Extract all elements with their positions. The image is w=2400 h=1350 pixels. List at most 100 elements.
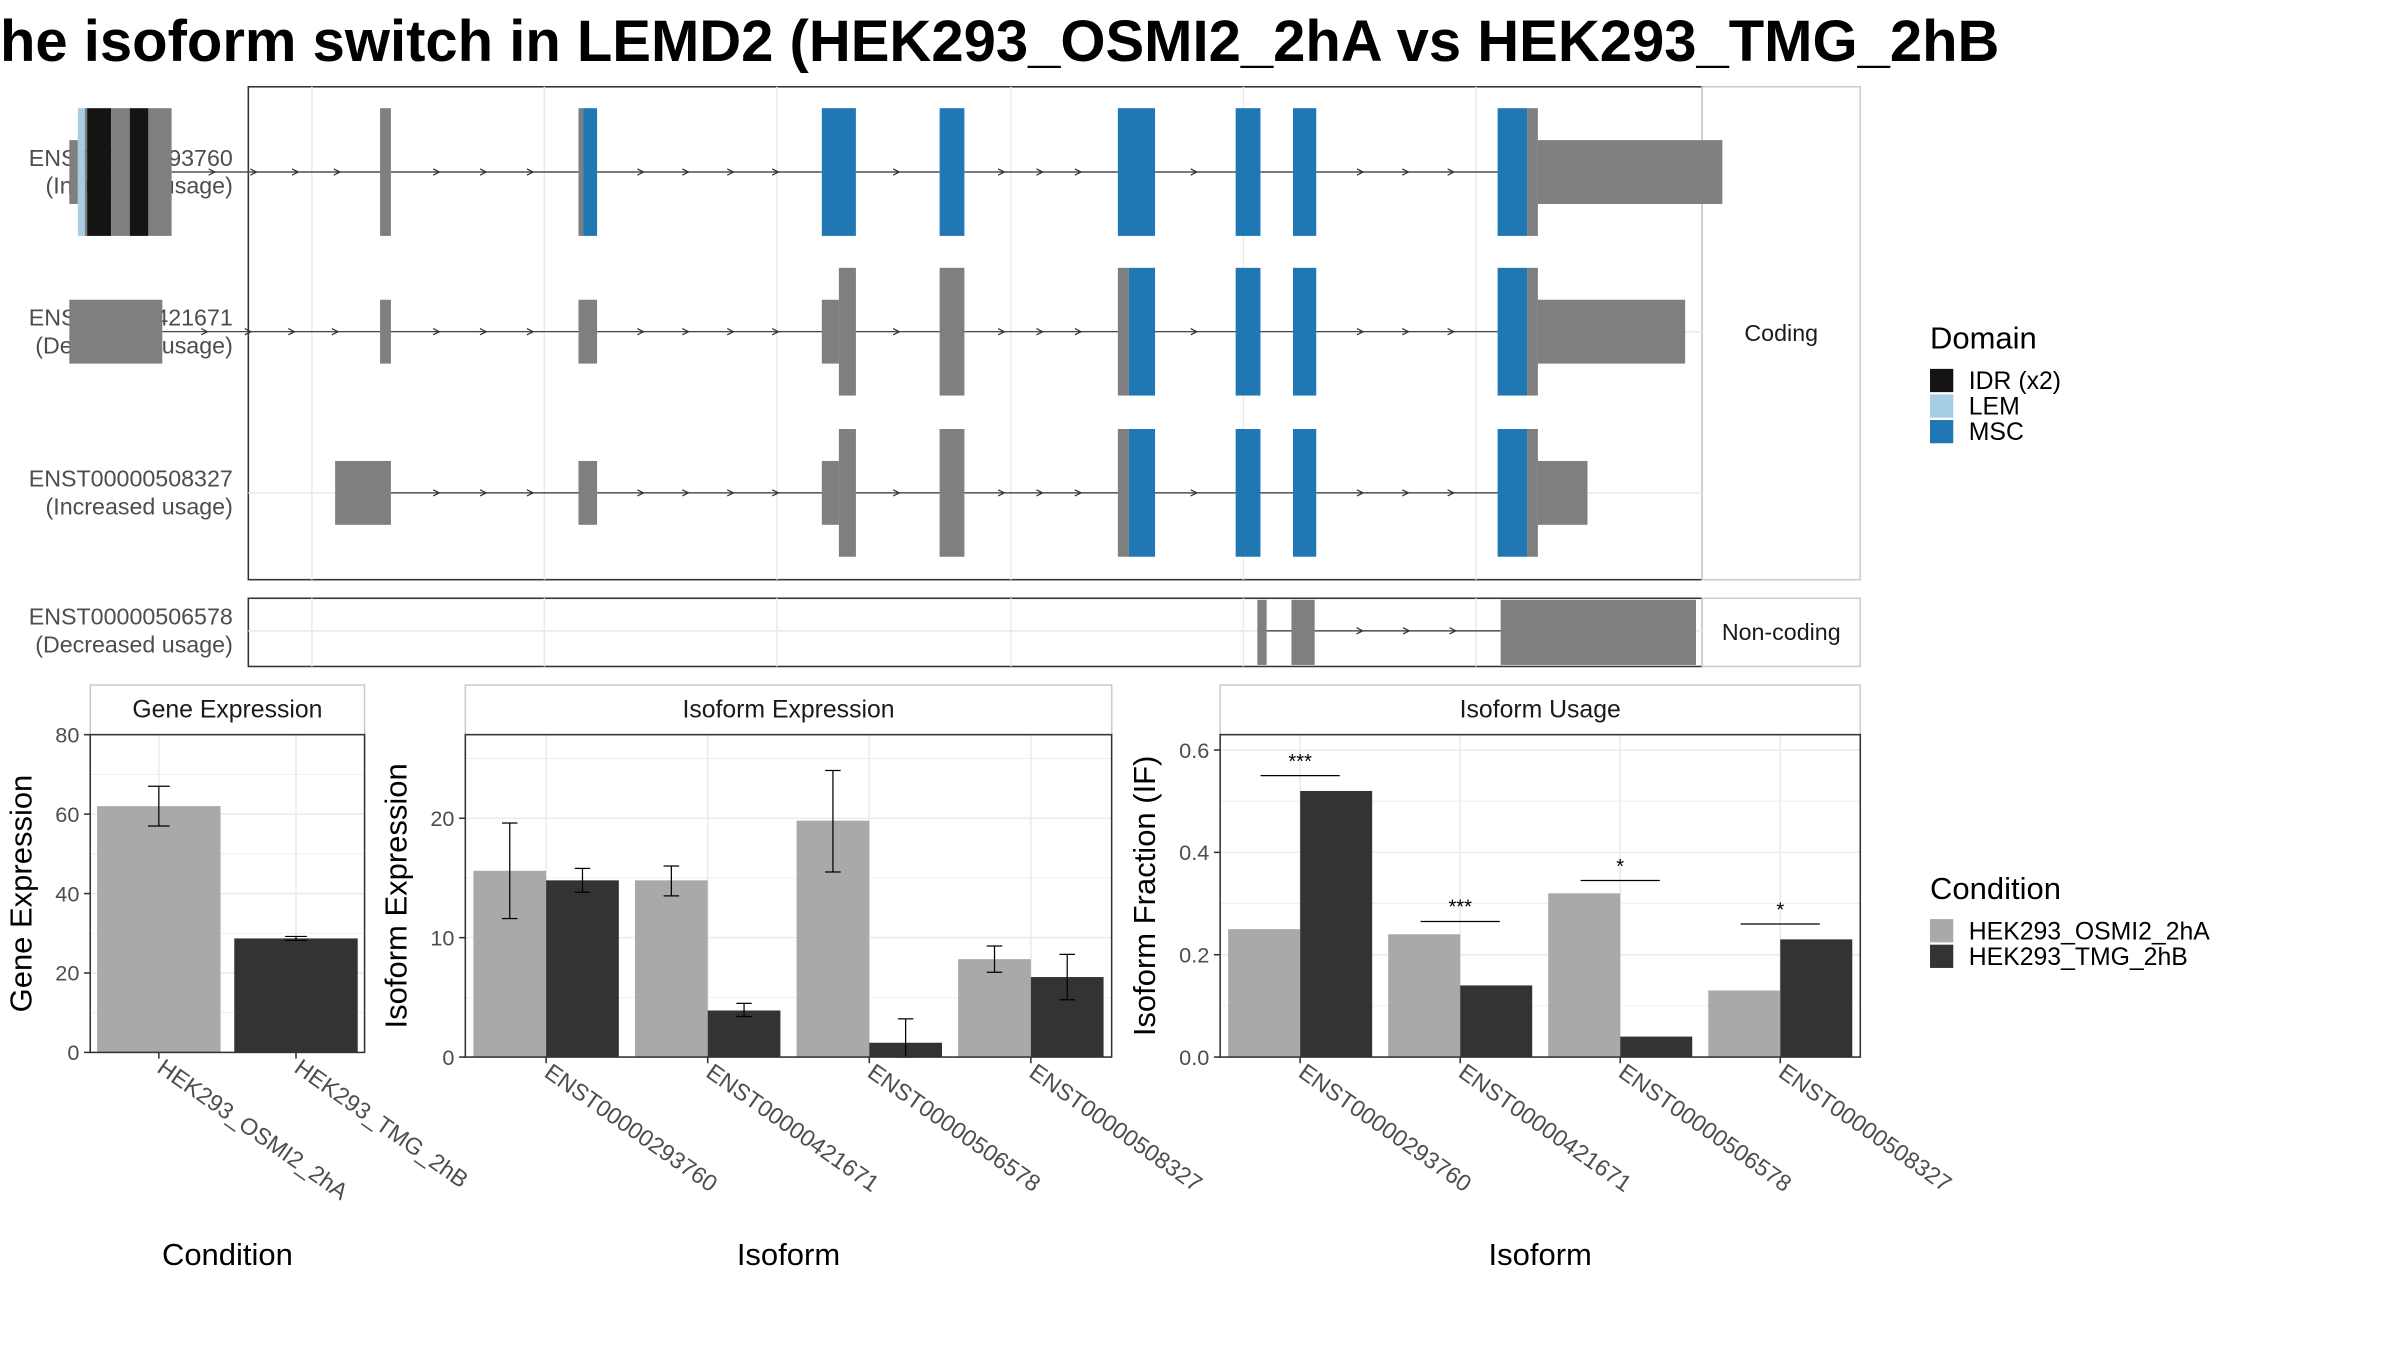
intron-arrow — [526, 489, 535, 497]
x-axis-title: Condition — [162, 1237, 293, 1272]
exon-domain-block — [1497, 267, 1528, 396]
intron-arrow — [432, 328, 441, 336]
bar — [1708, 990, 1781, 1058]
exon-domain-block — [1117, 108, 1156, 236]
intron-arrow — [208, 168, 217, 176]
exon-block — [380, 299, 391, 364]
intron-arrow — [479, 489, 488, 497]
x-tick-label: ENST00000293760 — [1294, 1058, 1476, 1196]
intron-arrow — [726, 328, 735, 336]
intron-arrow — [479, 168, 488, 176]
panel-frame — [464, 733, 1113, 1058]
intron-arrow — [726, 168, 735, 176]
isoform-label: ENST00000506578 — [29, 604, 233, 630]
exon-block — [1291, 599, 1315, 665]
exon-domain-block — [77, 108, 85, 236]
isoform-label: ENST00000508327 — [29, 466, 233, 492]
bar-panels: Gene Expression020406080HEK293_OSMI2_2hA… — [3, 684, 1956, 1272]
intron-arrow — [892, 328, 901, 336]
y-axis-title: Isoform Expression — [378, 763, 413, 1028]
intron-arrow — [333, 168, 342, 176]
condition-legend-label: HEK293_OSMI2_2hA — [1969, 918, 2211, 945]
y-tick-label: 60 — [55, 802, 79, 827]
intron-arrow — [288, 328, 296, 336]
isoform-usage-label: (Increased usage) — [46, 494, 233, 520]
condition-legend-key — [1930, 944, 1954, 968]
exon-block — [1527, 108, 1538, 236]
exon-block — [84, 108, 88, 236]
exon-domain-block — [1128, 267, 1156, 396]
exon-block — [1117, 267, 1129, 396]
y-tick-label: 0.6 — [1179, 738, 1209, 763]
exon-domain-block — [1292, 108, 1317, 236]
isoform-structure-panel: CodingNon-codingENST00000293760(Increase… — [29, 86, 1862, 668]
exon-domain-block — [939, 108, 965, 236]
x-axis-title: Isoform — [1489, 1237, 1592, 1272]
panel-title: Gene Expression — [132, 697, 322, 724]
intron-arrow — [244, 328, 253, 336]
intron-arrow — [682, 328, 690, 336]
intron-arrow — [637, 489, 645, 497]
exon-block — [821, 460, 839, 525]
intron-arrow — [771, 168, 780, 176]
intron-arrow — [892, 168, 901, 176]
bar — [1300, 790, 1373, 1058]
facet-label-noncoding: Non-coding — [1722, 619, 1841, 645]
significance-label: * — [1616, 856, 1624, 878]
facet-strip-coding — [1701, 86, 1862, 581]
intron-arrow — [637, 328, 645, 336]
bar — [958, 959, 1031, 1058]
intron-arrow — [771, 328, 780, 336]
noncoding-panel-frame — [247, 597, 1703, 668]
y-tick-label: 10 — [430, 925, 454, 950]
intron-arrow — [1190, 328, 1199, 336]
exon-block — [1527, 267, 1538, 396]
exon-domain-block — [1292, 429, 1317, 557]
y-tick-label: 0 — [442, 1045, 454, 1070]
exon-domain-block — [1235, 429, 1261, 557]
intron-arrow — [892, 489, 901, 497]
exon-block — [1257, 599, 1267, 665]
y-tick-label: 20 — [430, 806, 454, 831]
intron-arrow — [1447, 168, 1456, 176]
exon-domain-block — [821, 108, 856, 236]
intron-arrow — [1036, 168, 1045, 176]
intron-arrow — [1356, 168, 1365, 176]
x-tick-label: ENST00000421671 — [702, 1058, 884, 1196]
y-tick-label: 20 — [55, 961, 79, 986]
exon-block — [380, 108, 391, 236]
exon-block — [578, 108, 584, 236]
bar — [1228, 929, 1301, 1058]
intron-arrow — [997, 168, 1006, 176]
intron-arrow — [1447, 489, 1456, 497]
bar — [634, 880, 708, 1058]
exon-block — [939, 429, 965, 557]
exon-domain-block — [1235, 267, 1261, 396]
x-tick-label: ENST00000506578 — [863, 1058, 1045, 1196]
isoform-usage-panel: Isoform Usage********0.00.20.40.6ENST000… — [1127, 684, 1956, 1272]
isoform-usage-label: (Decreased usage) — [35, 632, 233, 658]
plot-title: he isoform switch in LEMD2 (HEK293_OSMI2… — [0, 9, 2000, 74]
x-tick-label: ENST00000508327 — [1025, 1058, 1207, 1196]
intron-arrow — [637, 168, 645, 176]
intron-arrow — [432, 168, 441, 176]
bar — [1780, 939, 1853, 1058]
bar — [707, 1010, 781, 1058]
x-axis-title: Isoform — [737, 1237, 840, 1272]
intron-arrow — [1036, 489, 1045, 497]
intron-arrow — [1447, 328, 1456, 336]
exon-domain-block — [1128, 429, 1156, 557]
intron-arrow — [997, 489, 1006, 497]
exon-domain-block — [583, 108, 598, 236]
exon-block — [821, 299, 839, 364]
intron-arrow — [200, 328, 209, 336]
exon-block — [939, 267, 965, 396]
y-tick-label: 40 — [55, 881, 79, 906]
exon-block — [1537, 140, 1723, 204]
exon-block — [111, 108, 130, 236]
intron-arrow — [526, 168, 535, 176]
y-tick-label: 0.2 — [1179, 942, 1209, 967]
significance-label: *** — [1448, 897, 1472, 919]
